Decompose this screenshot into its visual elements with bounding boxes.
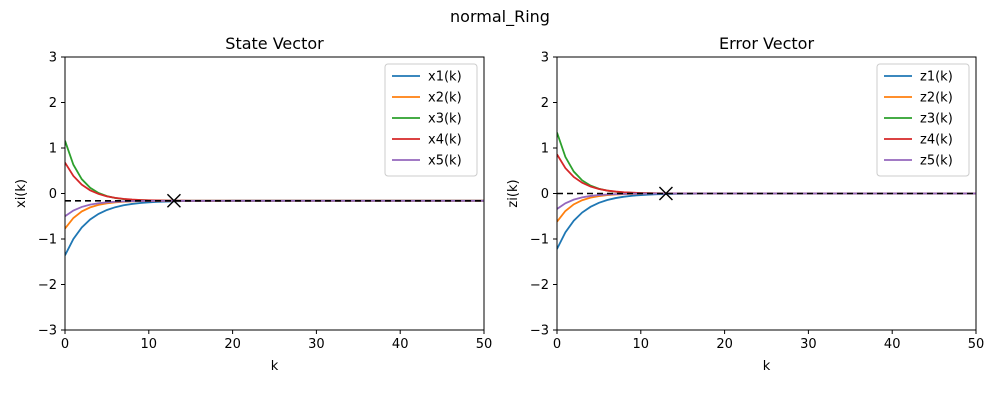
y-tick-label: 1 xyxy=(541,142,549,157)
figure-title: normal_Ring xyxy=(450,7,550,27)
consensus-marker xyxy=(166,193,181,208)
series-group xyxy=(557,132,976,250)
state-vector-plot: State Vector 0 10 20 30 40 50 −3 −2 −1 0 1 2 3 k xi(k) x… xyxy=(14,34,492,374)
y-tick-label: 1 xyxy=(49,142,57,157)
legend-box xyxy=(876,63,970,177)
legend-label: x4(k) xyxy=(428,133,462,148)
x-tick-label: 50 xyxy=(968,337,985,352)
legend-box xyxy=(384,63,478,177)
y-tick-label: 2 xyxy=(541,96,549,111)
y-tick-label: −3 xyxy=(38,324,57,339)
y-tick-label: 0 xyxy=(541,187,549,202)
x-tick-label: 0 xyxy=(61,337,69,352)
y-tick-label: −1 xyxy=(530,233,549,248)
legend-label: x5(k) xyxy=(428,154,462,169)
legend-label: z5(k) xyxy=(920,154,953,169)
legend-label: z3(k) xyxy=(920,112,953,127)
x-tick-label: 30 xyxy=(800,337,817,352)
legend-label: x2(k) xyxy=(428,91,462,106)
series-line-x1k xyxy=(65,199,484,256)
y-tick-label: −2 xyxy=(530,278,549,293)
series-line-z5k xyxy=(557,192,976,210)
y-tick-label: 2 xyxy=(49,96,57,111)
y-tick-label: −1 xyxy=(38,233,57,248)
y-tick-label: 3 xyxy=(49,51,57,66)
series-line-x5k xyxy=(65,199,484,217)
legend-label: x1(k) xyxy=(428,70,462,85)
legend-label: x3(k) xyxy=(428,112,462,127)
legend-label: z2(k) xyxy=(920,91,953,106)
plot-title: State Vector xyxy=(225,34,324,53)
legend-label: z4(k) xyxy=(920,133,953,148)
x-tick-label: 10 xyxy=(141,337,158,352)
y-tick-label: −3 xyxy=(530,324,549,339)
plot-title: Error Vector xyxy=(719,34,814,53)
x-tick-label: 40 xyxy=(884,337,901,352)
y-tick-label: 3 xyxy=(541,51,549,66)
x-tick-label: 30 xyxy=(308,337,325,352)
y-tick-label: −2 xyxy=(38,278,57,293)
x-tick-label: 0 xyxy=(553,337,561,352)
x-tick-label: 10 xyxy=(633,337,650,352)
consensus-marker xyxy=(658,186,673,201)
series-group xyxy=(65,140,484,256)
x-tick-label: 20 xyxy=(224,337,241,352)
x-tick-label: 20 xyxy=(716,337,733,352)
x-tick-label: 40 xyxy=(392,337,409,352)
error-vector-plot: Error Vector 0 10 20 30 40 50 −3 −2 −1 0 1 2 3 k zi(k) z… xyxy=(506,34,984,374)
y-tick-label: 0 xyxy=(49,187,57,202)
series-line-z1k xyxy=(557,192,976,250)
legend-label: z1(k) xyxy=(920,70,953,85)
y-axis-label: xi(k) xyxy=(14,179,29,208)
y-axis-label: zi(k) xyxy=(506,179,521,207)
x-tick-label: 50 xyxy=(476,337,493,352)
x-axis-label: k xyxy=(271,359,279,374)
x-axis-label: k xyxy=(763,359,771,374)
